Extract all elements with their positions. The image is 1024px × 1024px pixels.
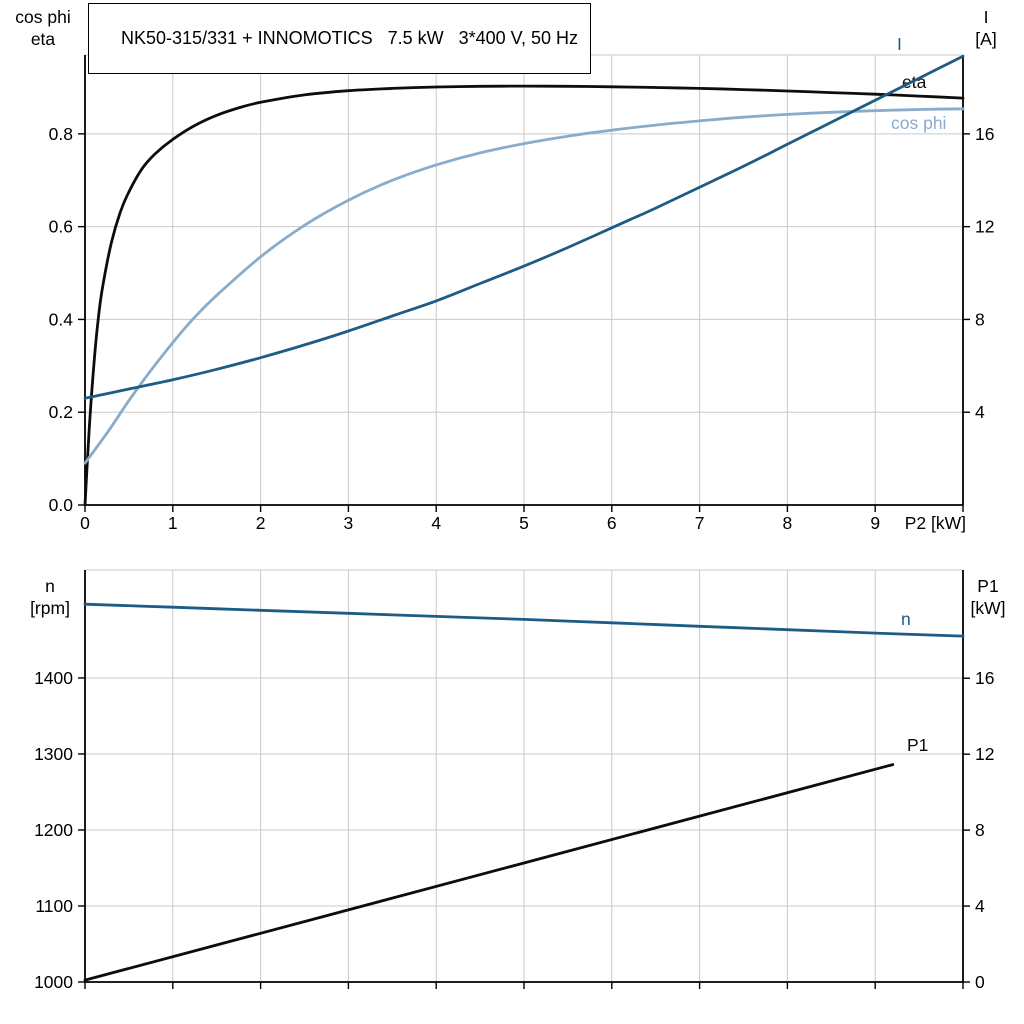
bottom-plot-right-axis-title: P1 [kW] [956,575,1020,619]
y-right-tick-label: 8 [975,309,985,329]
top-plot-right-axis-title: I [A] [954,6,1018,50]
y-left-tick-label: 1200 [34,820,73,840]
y-right-tick-label: 16 [975,668,994,688]
x-tick-label: 5 [519,513,529,533]
x-tick-label: 3 [344,513,354,533]
chart-title-box: NK50-315/331 + INNOMOTICS 7.5 kW 3*400 V… [88,3,592,74]
y-left-tick-label: 1100 [35,896,73,916]
series-curve-I [83,54,965,400]
y-left-tick-label: 0.4 [49,309,74,329]
left-axis-title-line1: n [45,576,55,596]
y-right-tick-label: 4 [975,896,985,916]
right-axis-title-line2: [kW] [970,598,1006,618]
series-label-P1: P1 [907,735,928,755]
x-tick-label: 1 [168,513,178,533]
x-tick-label: 2 [256,513,266,533]
x-tick-label: 8 [783,513,793,533]
y-left-tick-label: 0.0 [49,495,74,515]
series-curve-eta [83,84,965,507]
chart-title: NK50-315/331 + INNOMOTICS 7.5 kW 3*400 V… [121,28,579,48]
series-curve-cos-phi [83,107,965,465]
series-label-cos-phi: cos phi [891,113,946,133]
series-curve-P1 [83,763,895,982]
x-tick-label: 9 [870,513,880,533]
y-left-tick-label: 0.2 [49,402,73,422]
y-right-tick-label: 12 [975,217,994,237]
y-right-tick-label: 4 [975,402,985,422]
left-axis-title-line2: [rpm] [30,598,70,618]
y-right-tick-label: 8 [975,820,985,840]
y-left-tick-label: 1000 [34,972,73,992]
x-axis-label: P2 [kW] [905,513,966,533]
gridlines [85,569,963,982]
top-plot-left-axis-title: cos phi eta [6,6,80,50]
right-axis-title-line1: P1 [977,576,999,596]
x-tick-label: 0 [80,513,90,533]
right-axis-title-line2: [A] [975,29,997,49]
chart-panel-2: 1000 1100 1200 1300 1400 0 4 8 12 16 n P1 [34,569,994,992]
x-tick-label: 4 [431,513,441,533]
left-axis-title-line1: cos phi [15,7,71,27]
series-label-n: n [901,609,911,629]
y-right-tick-label: 16 [975,124,994,144]
x-tick-label: 6 [607,513,617,533]
series-label-I: I [897,34,902,54]
series-curve-n [83,602,965,638]
y-left-tick-label: 0.8 [49,124,73,144]
right-axis-title-line1: I [983,7,989,27]
y-right-tick-label: 12 [975,744,994,764]
chart-panel-1: 0 1 2 3 4 5 6 7 8 9 P2 [kW]0.00.20.40.60.8481216et… [49,34,995,533]
y-right-tick-label: 0 [975,972,985,992]
tick-labels: 1000 1100 1200 1300 1400 0 4 8 12 16 [34,668,994,992]
tick-marks [78,677,970,989]
y-left-tick-label: 1300 [34,744,73,764]
y-left-tick-label: 0.6 [49,217,73,237]
x-tick-label: 7 [695,513,705,533]
y-left-tick-label: 1400 [34,668,73,688]
left-axis-title-line2: eta [30,29,56,49]
bottom-plot-left-axis-title: n [rpm] [12,575,88,619]
